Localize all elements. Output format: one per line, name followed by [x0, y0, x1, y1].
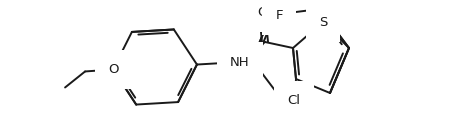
- Text: Cl: Cl: [287, 94, 301, 107]
- Text: NH: NH: [230, 55, 250, 68]
- Text: S: S: [319, 15, 327, 28]
- Text: O: O: [108, 63, 118, 76]
- Text: F: F: [275, 9, 283, 22]
- Text: O: O: [257, 5, 267, 19]
